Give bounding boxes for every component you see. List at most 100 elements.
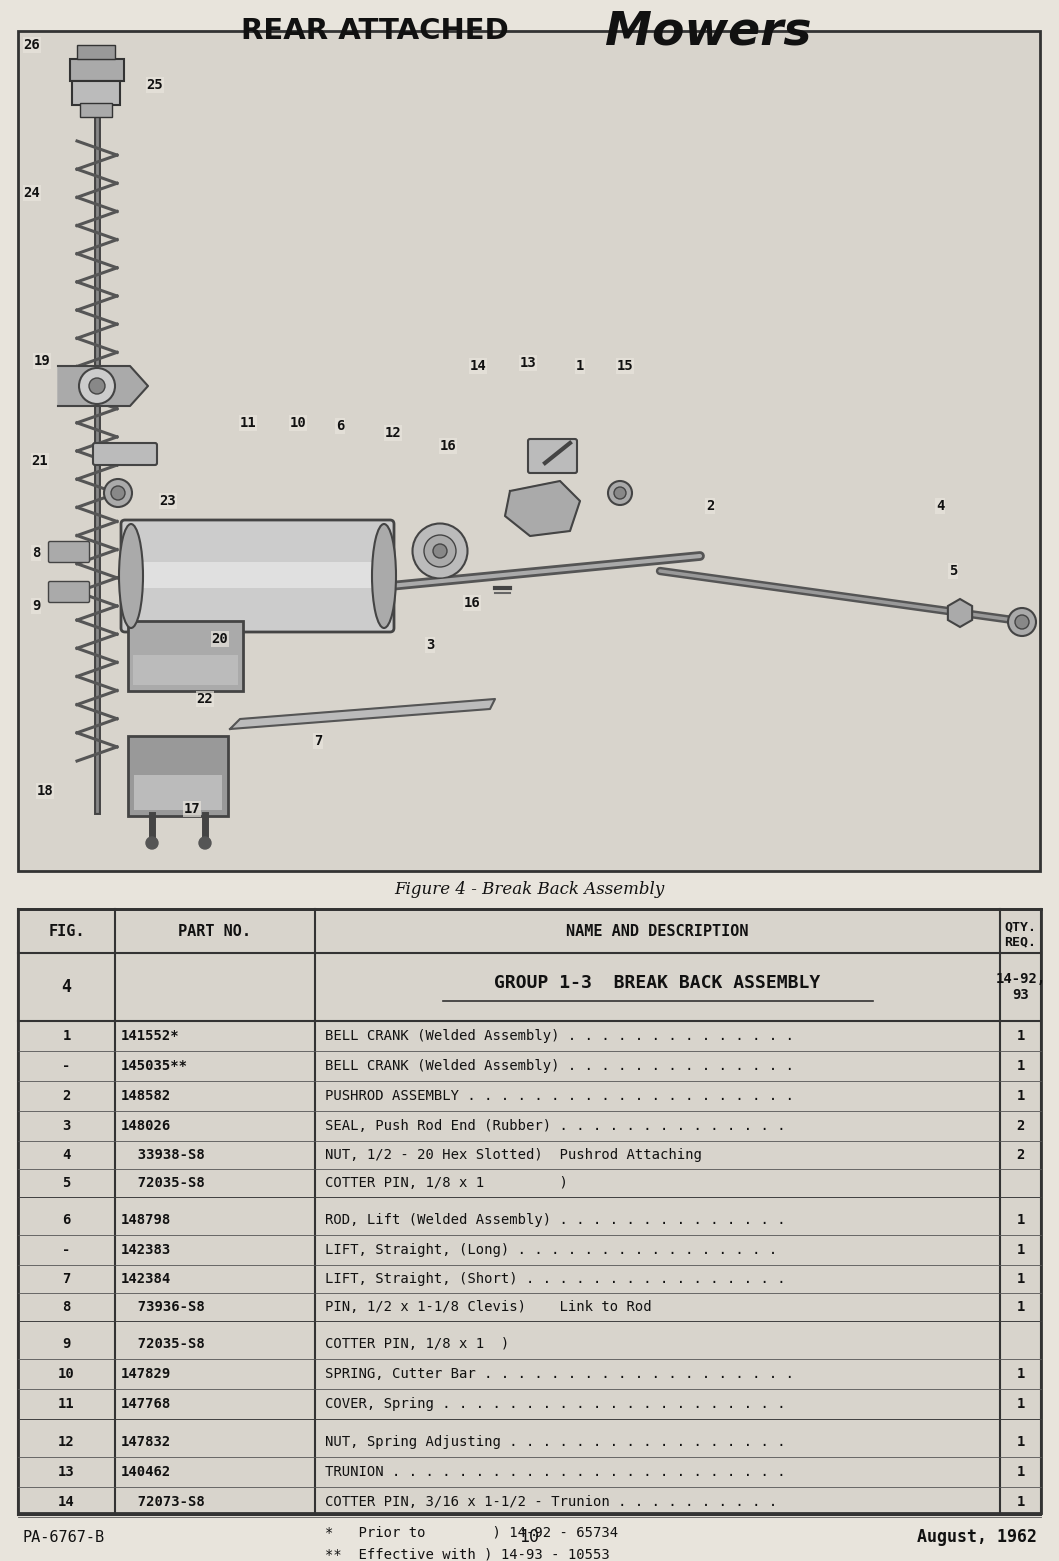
Text: PUSHROD ASSEMBLY . . . . . . . . . . . . . . . . . . . .: PUSHROD ASSEMBLY . . . . . . . . . . . .…	[325, 1090, 794, 1104]
Bar	[18, 31, 1040, 871]
Text: COTTER PIN, 3/16 x 1-1/2 - Trunion . . . . . . . . . .: COTTER PIN, 3/16 x 1-1/2 - Trunion . . .…	[325, 1495, 777, 1509]
Text: August, 1962: August, 1962	[917, 1528, 1037, 1545]
Text: 1: 1	[1017, 1058, 1025, 1072]
Text: **  Effective with ) 14-93 - 10553: ** Effective with ) 14-93 - 10553	[325, 1547, 610, 1561]
Bar	[134, 774, 222, 810]
Text: GROUP 1-3  BREAK BACK ASSEMBLY: GROUP 1-3 BREAK BACK ASSEMBLY	[495, 974, 821, 991]
Circle shape	[199, 837, 211, 849]
Text: -: -	[62, 1243, 71, 1257]
Text: 12: 12	[58, 1435, 75, 1449]
Text: 1: 1	[1017, 1029, 1025, 1043]
Text: 6: 6	[62, 1213, 71, 1227]
Text: 148798: 148798	[121, 1213, 172, 1227]
Text: 8: 8	[32, 546, 40, 560]
Circle shape	[146, 837, 158, 849]
Text: 2: 2	[705, 500, 714, 514]
Text: 72035-S8: 72035-S8	[121, 1175, 204, 1189]
Text: *   Prior to        ) 14-92 - 65734: * Prior to ) 14-92 - 65734	[325, 1525, 618, 1539]
Text: PIN, 1/2 x 1-1/8 Clevis)    Link to Rod: PIN, 1/2 x 1-1/8 Clevis) Link to Rod	[325, 1300, 651, 1314]
Text: NUT, 1/2 - 20 Hex Slotted)  Pushrod Attaching: NUT, 1/2 - 20 Hex Slotted) Pushrod Attac…	[325, 1147, 702, 1161]
Text: BELL CRANK (Welded Assembly) . . . . . . . . . . . . . .: BELL CRANK (Welded Assembly) . . . . . .…	[325, 1058, 794, 1072]
Text: 5: 5	[949, 564, 957, 578]
Text: 15: 15	[616, 359, 633, 373]
Text: 13: 13	[58, 1466, 75, 1478]
Text: 1: 1	[1017, 1272, 1025, 1286]
Text: Mowers: Mowers	[605, 9, 811, 55]
Text: 1: 1	[62, 1029, 71, 1043]
Text: 10: 10	[519, 1528, 539, 1545]
Text: 7: 7	[62, 1272, 71, 1286]
Text: SPRING, Cutter Bar . . . . . . . . . . . . . . . . . . .: SPRING, Cutter Bar . . . . . . . . . . .…	[325, 1367, 794, 1381]
Text: 12: 12	[384, 426, 401, 440]
Text: 147768: 147768	[121, 1397, 172, 1411]
Text: -: -	[62, 1058, 71, 1072]
Text: 1: 1	[576, 359, 585, 373]
Bar	[80, 103, 112, 117]
Text: 21: 21	[32, 454, 49, 468]
Text: REAR ATTACHED: REAR ATTACHED	[241, 17, 509, 45]
FancyBboxPatch shape	[49, 582, 90, 603]
Bar	[128, 735, 228, 816]
Text: 1: 1	[1017, 1495, 1025, 1509]
Text: 25: 25	[146, 78, 163, 92]
Circle shape	[89, 378, 105, 393]
FancyBboxPatch shape	[528, 439, 577, 473]
Ellipse shape	[424, 535, 456, 567]
Text: 145035**: 145035**	[121, 1058, 189, 1072]
Bar	[77, 45, 115, 59]
Text: 9: 9	[32, 599, 40, 613]
Text: 11: 11	[58, 1397, 75, 1411]
Text: QTY.
REQ.: QTY. REQ.	[1005, 919, 1037, 948]
Text: 20: 20	[212, 632, 229, 646]
Circle shape	[79, 368, 115, 404]
FancyBboxPatch shape	[121, 520, 394, 632]
Text: 4: 4	[61, 979, 72, 996]
Text: 72073-S8: 72073-S8	[121, 1495, 204, 1509]
Bar	[133, 656, 238, 685]
Text: 22: 22	[197, 692, 213, 706]
FancyBboxPatch shape	[49, 542, 90, 562]
Circle shape	[104, 479, 132, 507]
Text: 19: 19	[34, 354, 51, 368]
Polygon shape	[58, 365, 148, 406]
Text: ROD, Lift (Welded Assembly) . . . . . . . . . . . . . .: ROD, Lift (Welded Assembly) . . . . . . …	[325, 1213, 786, 1227]
Text: 1: 1	[1017, 1300, 1025, 1314]
Text: 7: 7	[313, 734, 322, 748]
Text: Figure 4 - Break Back Assembly: Figure 4 - Break Back Assembly	[394, 880, 664, 898]
Text: 72035-S8: 72035-S8	[121, 1338, 204, 1350]
Text: 24: 24	[23, 186, 40, 200]
Text: 18: 18	[37, 784, 53, 798]
Text: 147829: 147829	[121, 1367, 172, 1381]
Bar	[18, 909, 1041, 1513]
Text: 73936-S8: 73936-S8	[121, 1300, 204, 1314]
Text: 5: 5	[62, 1175, 71, 1189]
Text: LIFT, Straight, (Long) . . . . . . . . . . . . . . . .: LIFT, Straight, (Long) . . . . . . . . .…	[325, 1243, 777, 1257]
Text: COVER, Spring . . . . . . . . . . . . . . . . . . . . .: COVER, Spring . . . . . . . . . . . . . …	[325, 1397, 786, 1411]
Text: PART NO.: PART NO.	[179, 924, 251, 938]
Text: COTTER PIN, 1/8 x 1  ): COTTER PIN, 1/8 x 1 )	[325, 1338, 509, 1350]
Circle shape	[608, 481, 632, 506]
Text: 16: 16	[464, 596, 481, 610]
Text: 11: 11	[239, 415, 256, 429]
Circle shape	[111, 485, 125, 500]
Bar	[72, 81, 120, 105]
Text: 14-92,
93: 14-92, 93	[995, 973, 1045, 1002]
Text: 3: 3	[426, 638, 434, 652]
Text: BELL CRANK (Welded Assembly) . . . . . . . . . . . . . .: BELL CRANK (Welded Assembly) . . . . . .…	[325, 1029, 794, 1043]
Text: 1: 1	[1017, 1090, 1025, 1104]
Text: 33938-S8: 33938-S8	[121, 1147, 204, 1161]
Text: 13: 13	[520, 356, 536, 370]
Text: 1: 1	[1017, 1367, 1025, 1381]
Text: 2: 2	[62, 1090, 71, 1104]
FancyBboxPatch shape	[93, 443, 157, 465]
Text: 1: 1	[1017, 1435, 1025, 1449]
Text: 9: 9	[62, 1338, 71, 1350]
Text: 4: 4	[62, 1147, 71, 1161]
Text: NAME AND DESCRIPTION: NAME AND DESCRIPTION	[567, 924, 749, 938]
Text: 16: 16	[439, 439, 456, 453]
Text: 1: 1	[1017, 1243, 1025, 1257]
Text: SEAL, Push Rod End (Rubber) . . . . . . . . . . . . . .: SEAL, Push Rod End (Rubber) . . . . . . …	[325, 1119, 786, 1133]
Text: 1: 1	[1017, 1213, 1025, 1227]
Text: TRUNION . . . . . . . . . . . . . . . . . . . . . . . .: TRUNION . . . . . . . . . . . . . . . . …	[325, 1466, 786, 1478]
Text: 14: 14	[58, 1495, 75, 1509]
